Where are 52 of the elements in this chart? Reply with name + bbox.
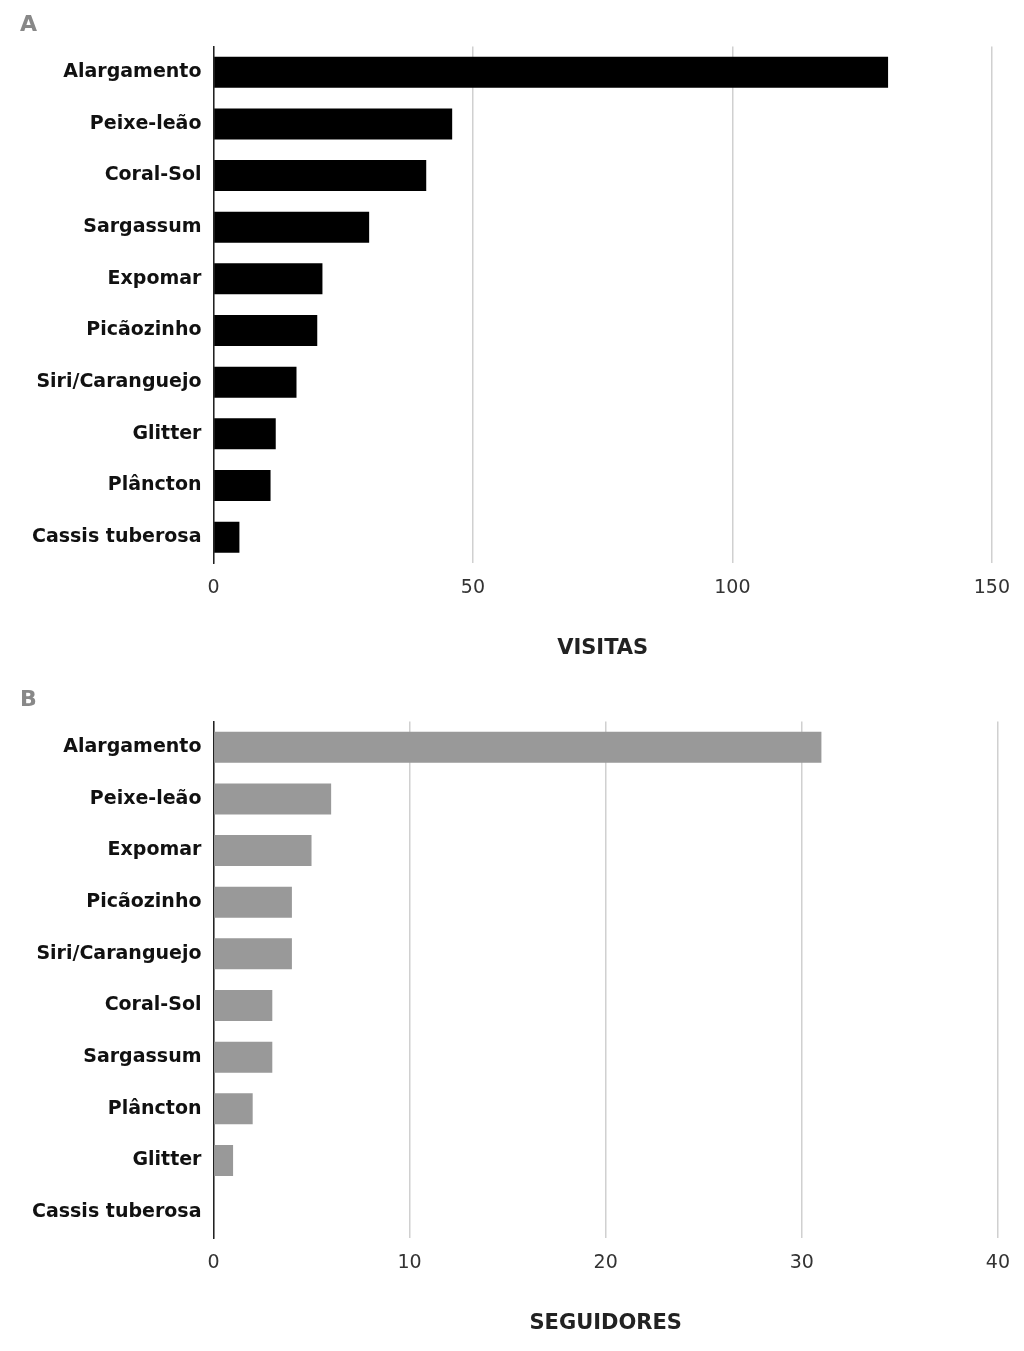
x-tick-label: 100 [714,575,751,598]
x-axis-title: VISITAS [557,634,649,659]
text: A [20,10,38,36]
bar [214,521,240,553]
y-tick-label: Coral-Sol [104,162,202,185]
y-tick-label: Picãozinho [86,317,202,340]
bar [214,160,427,192]
x-tick-label: 150 [973,575,1010,598]
y-tick-label: Cassis tuberosa [31,1199,202,1222]
bar [214,315,318,347]
bar [214,211,370,243]
y-tick-label: Alargamento [63,59,202,82]
bar [214,418,276,450]
y-tick-label: Siri/Caranguejo [36,940,202,963]
bar [214,1145,234,1177]
y-tick-label: Sargassum [83,1044,202,1067]
y-tick-label: Siri/Caranguejo [36,369,202,392]
bar [214,108,453,140]
bar [214,56,889,88]
x-tick-label: 30 [789,1250,814,1273]
y-tick-label: Plâncton [107,1095,202,1118]
y-tick-label: Expomar [107,837,203,860]
y-tick-label: Plâncton [107,472,202,495]
y-tick-label: Sargassum [83,214,202,237]
x-tick-label: 0 [207,1250,220,1273]
x-tick-label: 50 [460,575,486,598]
x-tick-label: 0 [207,575,220,598]
bar [214,1041,273,1073]
y-tick-label: Alargamento [63,734,202,757]
x-tick-label: 40 [985,1250,1011,1273]
bar [214,1093,253,1125]
y-tick-label: Glitter [132,1147,203,1170]
y-tick-label: Glitter [132,420,203,443]
y-tick-label: Expomar [107,265,203,288]
x-axis-title: SEGUIDORES [529,1309,682,1334]
bar [214,886,292,918]
bar [214,990,273,1022]
bar [214,783,332,815]
y-tick-label: Cassis tuberosa [31,524,202,547]
text: B [20,685,37,711]
bar [214,835,312,867]
x-tick-label: 20 [593,1250,618,1273]
bar [214,470,271,502]
y-tick-label: Coral-Sol [104,992,202,1015]
bar [214,731,822,763]
y-tick-label: Peixe-leão [89,110,202,133]
bar [214,263,323,295]
y-tick-label: Peixe-leão [89,785,202,808]
bar [214,938,292,970]
y-tick-label: Picãozinho [86,889,202,912]
x-tick-label: 10 [397,1250,422,1273]
bar [214,366,297,398]
